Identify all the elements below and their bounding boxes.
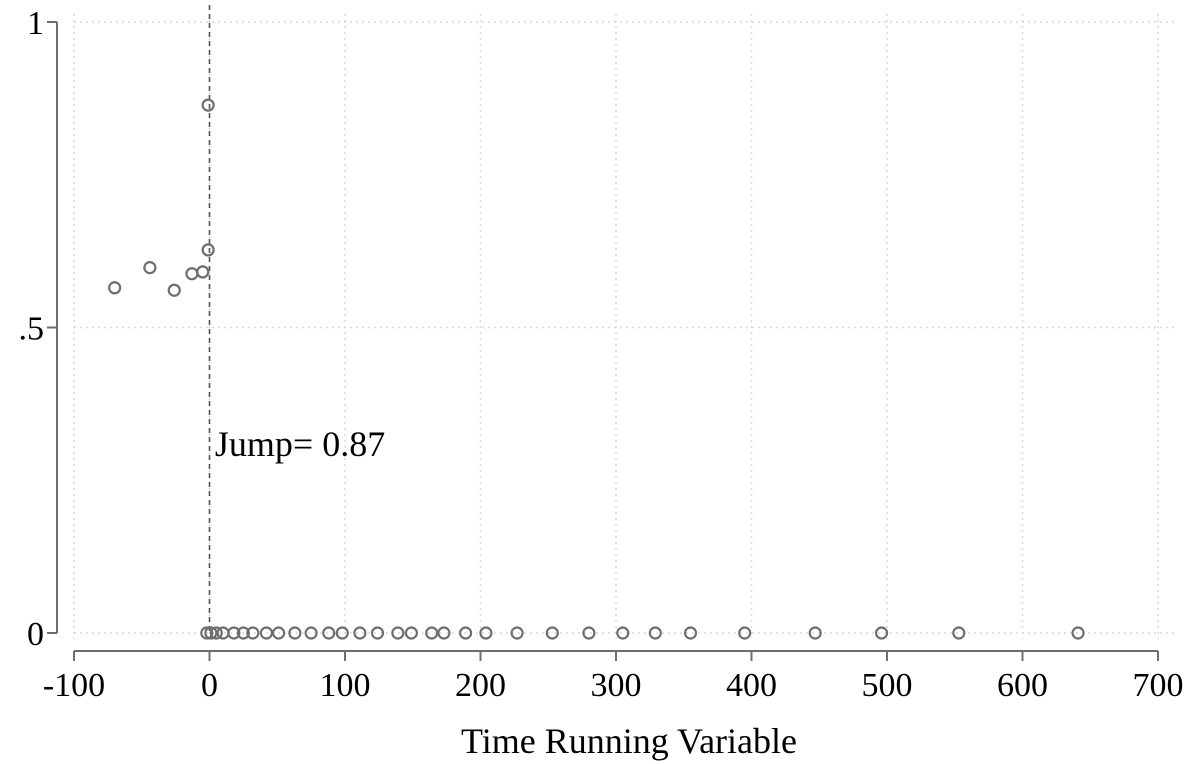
data-point bbox=[196, 265, 210, 279]
data-point bbox=[288, 626, 302, 640]
data-point bbox=[545, 626, 559, 640]
data-point bbox=[370, 626, 385, 640]
axes: 0 .5 1 -100 0 100 200 300 400 500 600 700 bbox=[19, 5, 1184, 704]
x-tick-label: 600 bbox=[997, 667, 1048, 704]
data-point bbox=[246, 626, 260, 640]
data-point bbox=[458, 626, 473, 640]
data-point bbox=[227, 626, 241, 640]
data-point bbox=[185, 267, 199, 281]
data-point bbox=[335, 626, 349, 640]
data-point bbox=[425, 626, 439, 640]
data-point bbox=[304, 626, 318, 640]
data-point bbox=[391, 626, 405, 640]
data-point bbox=[236, 626, 250, 640]
x-tick-label: 200 bbox=[455, 667, 506, 704]
x-axis-title: Time Running Variable bbox=[461, 721, 797, 761]
data-point bbox=[437, 626, 451, 640]
data-point bbox=[952, 626, 966, 640]
x-tick-label: 700 bbox=[1133, 667, 1184, 704]
data-point bbox=[108, 281, 122, 295]
data-point bbox=[353, 626, 367, 640]
data-points bbox=[108, 98, 1085, 640]
data-point bbox=[201, 98, 215, 112]
data-point bbox=[510, 626, 524, 640]
x-tick-label: 300 bbox=[591, 667, 642, 704]
data-point bbox=[1071, 626, 1085, 640]
data-point bbox=[683, 626, 698, 640]
data-point bbox=[167, 283, 181, 297]
data-point bbox=[200, 626, 214, 640]
data-point bbox=[259, 626, 274, 640]
data-point bbox=[322, 626, 336, 640]
data-point bbox=[479, 626, 493, 640]
data-point bbox=[204, 626, 218, 640]
data-point bbox=[582, 626, 596, 640]
data-point bbox=[143, 261, 157, 275]
y-tick-label: 1 bbox=[27, 5, 44, 42]
chart-labels: Time Running Variable Jump= 0.87 bbox=[215, 424, 797, 761]
data-point bbox=[201, 243, 215, 257]
data-point bbox=[404, 626, 418, 640]
data-point bbox=[616, 626, 630, 640]
x-tick-label: 100 bbox=[320, 667, 371, 704]
x-tick-label: 0 bbox=[201, 667, 218, 704]
x-tick-label: 500 bbox=[862, 667, 913, 704]
y-tick-label: .5 bbox=[19, 311, 45, 348]
data-point bbox=[272, 626, 286, 640]
y-tick-label: 0 bbox=[27, 616, 44, 653]
data-point bbox=[738, 626, 752, 640]
jump-annotation: Jump= 0.87 bbox=[215, 424, 385, 464]
x-tick-label: -100 bbox=[43, 667, 105, 704]
data-point bbox=[874, 626, 889, 640]
gridlines bbox=[73, 14, 1178, 639]
data-point bbox=[648, 626, 662, 640]
data-point bbox=[209, 626, 223, 640]
x-tick-label: 400 bbox=[726, 667, 777, 704]
data-point bbox=[808, 626, 822, 640]
